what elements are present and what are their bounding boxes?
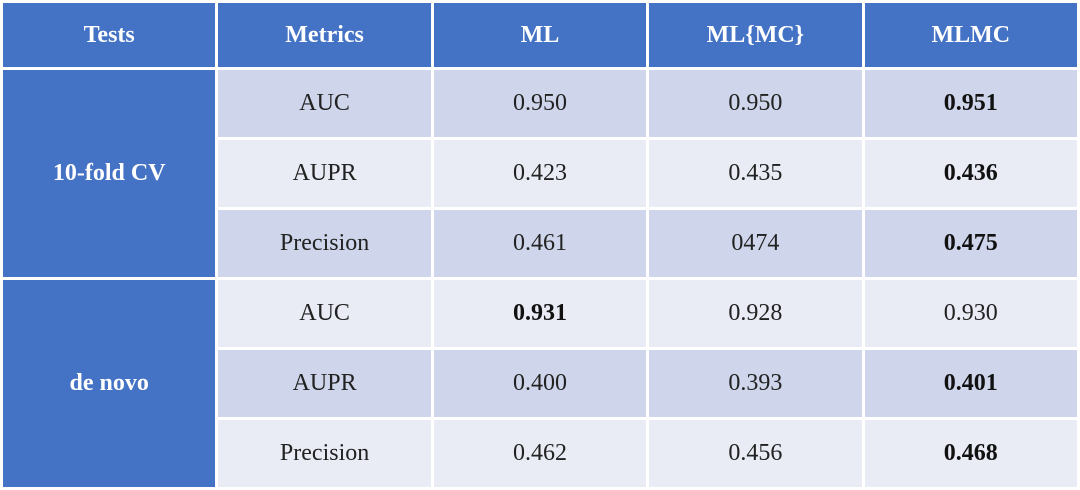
ml-mc-value: 0.456 [649,420,862,487]
group-label-10-fold-cv: 10-fold CV [3,70,216,277]
header-ml-mc: ML{MC} [649,3,862,67]
ml-value: 0.461 [433,210,647,277]
ml-mc-value: 0.435 [649,140,862,207]
metric-cell: AUPR [218,350,431,417]
mlmc-value: 0.468 [864,420,1077,487]
header-mlmc: MLMC [864,3,1077,67]
mlmc-value: 0.930 [864,280,1077,347]
metric-cell: AUC [218,280,431,347]
ml-value: 0.931 [433,280,647,347]
mlmc-value: 0.475 [864,210,1077,277]
ml-value: 0.423 [433,140,647,207]
metric-cell: Precision [218,420,431,487]
metric-cell: AUPR [218,140,431,207]
mlmc-value: 0.951 [864,70,1077,137]
ml-value: 0.950 [433,70,647,137]
ml-mc-value: 0.950 [649,70,862,137]
header-tests: Tests [3,3,216,67]
ml-mc-value: 0474 [649,210,862,277]
table-row: AUPR 0.400 0.393 0.401 [3,350,1077,417]
mlmc-value: 0.436 [864,140,1077,207]
mlmc-value: 0.401 [864,350,1077,417]
header-ml: ML [433,3,647,67]
table-row: AUPR 0.423 0.435 0.436 [3,140,1077,207]
table-row: 10-fold CV AUC 0.950 0.950 0.951 [3,70,1077,277]
table-row: Precision 0.462 0.456 0.468 [3,420,1077,487]
ml-value: 0.400 [433,350,647,417]
metric-cell: Precision [218,210,431,277]
metric-cell: AUC [218,70,431,137]
ml-mc-value: 0.393 [649,350,862,417]
ml-mc-value: 0.928 [649,280,862,347]
table-row: Precision 0.461 0474 0.475 [3,210,1077,277]
header-metrics: Metrics [218,3,431,67]
group-label-de-novo: de novo [3,280,216,487]
table-row: de novo AUC 0.931 0.928 0.930 [3,280,1077,487]
header-row: Tests Metrics ML ML{MC} MLMC [3,3,1077,67]
ml-value: 0.462 [433,420,647,487]
